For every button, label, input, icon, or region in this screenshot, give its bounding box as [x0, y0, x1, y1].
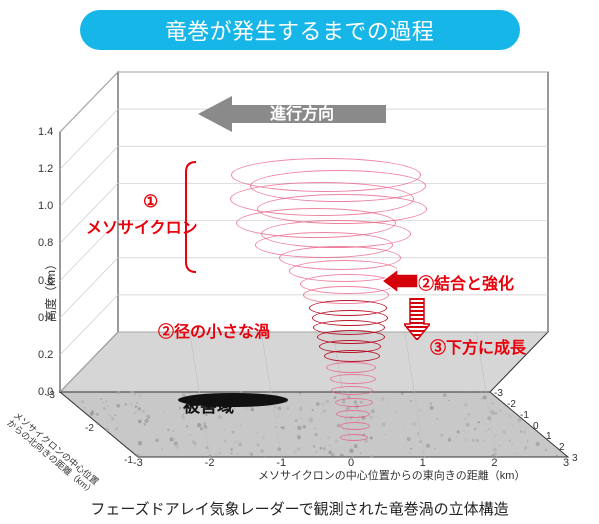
vortex-ring [330, 374, 376, 384]
vortex-ring [340, 422, 370, 430]
figure-caption: フェーズドアレイ気象レーダーで観測された竜巻渦の立体構造 [0, 498, 599, 519]
annot-damage: 被害域 [183, 392, 234, 417]
x-tick: 3 [563, 457, 569, 469]
y-tick: -1 [124, 455, 133, 466]
z-tick: 1.0 [38, 200, 53, 212]
z-tick: 0.8 [38, 237, 53, 249]
title-pill: 竜巻が発生するまでの過程 [80, 10, 520, 50]
annot-small-vortex: ②径の小さな渦 [158, 318, 270, 342]
annot-mesocyclone: メソサイクロン [86, 214, 198, 238]
annot-merge: ②結合と強化 [418, 270, 514, 294]
y-tick-r: -1 [520, 410, 529, 421]
y-tick-r: 3 [572, 453, 578, 464]
vortex-ring [336, 410, 370, 418]
title-text: 竜巻が発生するまでの過程 [165, 14, 434, 46]
y-tick-r: -3 [494, 388, 503, 399]
annot-grow-down: ③下方に成長 [430, 334, 526, 358]
vortex-ring [326, 362, 376, 373]
vortex-ring [324, 350, 380, 362]
y-tick: -2 [85, 423, 94, 434]
z-tick: 0.2 [38, 349, 53, 361]
vortex-ring [335, 398, 373, 407]
z-tick: 1.2 [38, 163, 53, 175]
figure-caption-text: フェーズドアレイ気象レーダーで観測された竜巻渦の立体構造 [90, 501, 508, 518]
annot-mesocyclone-num: ① [143, 192, 158, 212]
y-tick-r: 0 [533, 421, 539, 432]
plot-3d: 0.00.20.40.60.81.01.21.4 高度（km） -3-2-101… [28, 62, 583, 482]
vortex-ring [340, 434, 368, 441]
x-axis-label: メソサイクロンの中心位置からの東向きの距離（km） [258, 467, 525, 483]
x-tick: -2 [205, 457, 215, 469]
y-tick: -3 [46, 390, 55, 401]
z-axis-label: 高度（km） [42, 258, 59, 322]
y-tick-r: 1 [546, 431, 552, 442]
z-tick: 1.4 [38, 126, 53, 138]
direction-arrow: 進行方向 [198, 94, 388, 139]
x-tick: -3 [133, 457, 143, 469]
grow-down-arrow-icon [404, 298, 430, 340]
merge-arrow-icon [382, 268, 420, 294]
y-tick-r: 2 [559, 442, 565, 453]
y-tick-r: -2 [507, 399, 516, 410]
vortex-ring [331, 386, 373, 395]
direction-arrow-label: 進行方向 [270, 104, 334, 123]
